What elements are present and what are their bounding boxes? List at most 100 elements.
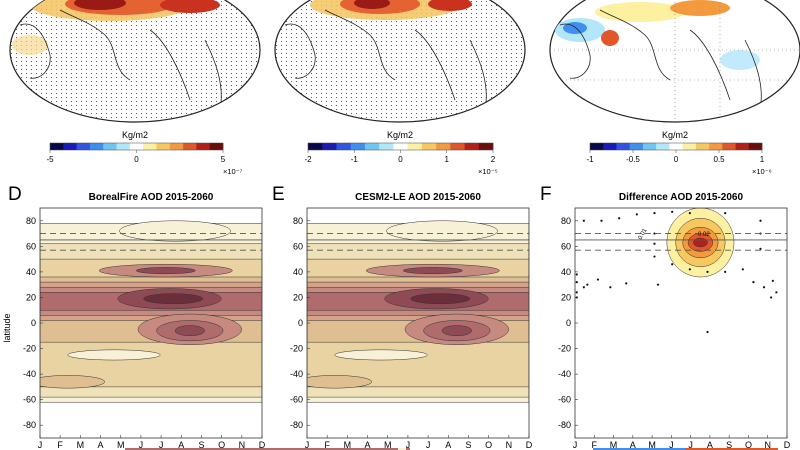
colorbar-swatch [616, 143, 630, 150]
aod-diff-negative [720, 50, 760, 70]
colorbar-swatch [156, 143, 171, 150]
aod-diff-positive [670, 0, 730, 16]
panel-letter: E [272, 184, 285, 205]
x-tick-label: S [465, 440, 471, 450]
contour-blob [410, 293, 471, 305]
y-tick-label: 60 [293, 241, 303, 251]
colorbar-swatch [709, 143, 723, 150]
significance-dot [582, 219, 585, 222]
colorbar-tick-label: 1 [445, 155, 450, 164]
x-tick-label: D [526, 440, 533, 450]
colorbar-swatch [103, 143, 117, 150]
panel-letter: F [540, 184, 552, 205]
contour-label: 0.01 [638, 227, 649, 241]
y-tick-label: -20 [23, 344, 36, 354]
significance-dot [762, 286, 766, 289]
colorbar-tick-label: 0 [674, 155, 679, 164]
colorbar-swatch [682, 143, 697, 150]
significance-dot [618, 217, 621, 220]
x-tick-label: M [77, 440, 85, 450]
colorbar-swatch [379, 143, 394, 150]
y-tick-label: -80 [23, 420, 36, 430]
x-tick-label: S [726, 440, 732, 450]
y-axis-label: latitude [2, 313, 12, 342]
aod-plume-core [160, 0, 220, 13]
significance-dot [653, 212, 656, 215]
significance-dot [724, 270, 727, 273]
map-panel-b [274, 0, 526, 123]
contour-blob [40, 375, 105, 389]
colorbar-tick-label: 0 [134, 155, 139, 164]
y-tick-label: 40 [26, 267, 36, 277]
panel-e: E CESM2-LE AOD 2015-2060 80 60 40 20 0 -20 -40… [272, 184, 533, 450]
x-tick-label: J [426, 440, 431, 450]
colorbar-swatch [50, 143, 64, 150]
significance-dot [759, 247, 762, 250]
colorbar-swatch [407, 143, 423, 150]
colorbar-swatch [116, 143, 131, 150]
colorbar-unit: Kg/m2 [122, 130, 148, 140]
y-tick-label: 0 [298, 318, 303, 328]
significance-dot [653, 255, 656, 258]
significance-dot [656, 283, 660, 286]
significance-dot [582, 286, 585, 289]
x-tick-label: A [98, 440, 104, 450]
x-tick-label: J [406, 440, 411, 450]
coastlines [559, 9, 762, 111]
colorbar-swatches: -2 -1 0 1 2 [304, 142, 496, 164]
colorbar-c: Kg/m2 -1 -0.5 0 0.5 1 ×10⁻⁶ [586, 130, 771, 176]
panel-d: D BorealFire AOD 2015-2060 latitude 80 60… [2, 184, 266, 450]
colorbar-tick-label: -1 [586, 155, 594, 164]
x-tick-label: D [259, 440, 266, 450]
colorbar-swatch [642, 143, 657, 150]
significance-dot [653, 232, 656, 235]
x-tick-label: M [117, 440, 125, 450]
x-tick-label: M [610, 440, 618, 450]
colorbar-b: Kg/m2 -2 -1 0 1 2 ×10⁻⁵ [304, 130, 497, 176]
colorbar-swatch [722, 143, 736, 150]
significance-dot [609, 286, 612, 289]
x-tick-label: M [344, 440, 352, 450]
aod-diff-positive [595, 2, 685, 22]
graticule [550, 0, 800, 122]
significance-stipple [275, 0, 525, 120]
colorbar-swatch [748, 143, 763, 150]
colorbar-swatch [364, 143, 380, 150]
contour-blob [402, 267, 463, 275]
significance-dot [752, 281, 755, 284]
contour-blob [143, 293, 204, 305]
colorbar-swatch [629, 143, 644, 150]
coastlines [19, 9, 222, 111]
colorbar-swatch [450, 143, 465, 150]
x-tick-label: J [573, 440, 578, 450]
colorbar-swatch [393, 143, 408, 150]
colorbar-swatch [336, 143, 351, 150]
x-tick-label: N [506, 440, 513, 450]
colorbar-swatch [350, 143, 366, 150]
colorbar-swatch [735, 143, 750, 150]
significance-dot [770, 296, 773, 299]
x-tick-label: F [592, 440, 598, 450]
x-tick-label: F [57, 440, 63, 450]
colorbar-tick-label: 5 [221, 155, 226, 164]
x-tick-label: F [324, 440, 330, 450]
colorbar-tick-label: -1 [351, 155, 359, 164]
significance-dot [706, 330, 709, 334]
significance-dot [586, 283, 589, 286]
colorbar-swatch [603, 143, 617, 150]
panel-title: Difference AOD 2015-2060 [619, 192, 744, 203]
contour-blob [307, 375, 372, 389]
y-tick-label: 80 [561, 216, 571, 226]
colorbar-tick-label: -5 [46, 155, 54, 164]
colorbar-swatch [209, 143, 224, 150]
colorbars: Kg/m2 -5 0 5 ×10⁻⁷ Kg/m2 -2 -1 0 1 2 ×10⁻⁵ Kg/… [46, 130, 771, 176]
colorbar-tick-label: 0.5 [713, 155, 725, 164]
y-tick-label: 0 [566, 318, 571, 328]
contour-blob [135, 267, 196, 275]
y-tick-label: -80 [290, 420, 303, 430]
colorbar-swatch [478, 143, 494, 150]
x-tick-label: O [218, 440, 225, 450]
y-tick-label: 20 [561, 292, 571, 302]
